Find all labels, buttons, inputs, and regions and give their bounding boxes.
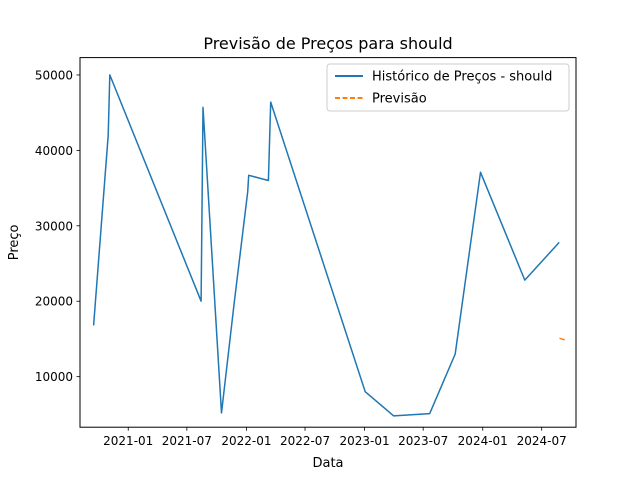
x-axis-label: Data bbox=[312, 456, 343, 471]
y-axis-ticks: 10000 20000 30000 40000 50000 bbox=[35, 68, 80, 384]
plot-lines bbox=[92, 74, 567, 417]
x-tick-label: 2022-07 bbox=[280, 434, 330, 448]
series-history-line bbox=[92, 74, 560, 417]
y-tick-label: 40000 bbox=[35, 144, 73, 158]
x-tick-label: 2023-07 bbox=[398, 434, 448, 448]
y-tick-label: 30000 bbox=[35, 219, 73, 233]
legend-label-history: Histórico de Preços - should bbox=[372, 70, 552, 85]
legend-box bbox=[326, 63, 570, 112]
x-tick-label: 2021-07 bbox=[162, 434, 212, 448]
x-tick-label: 2021-01 bbox=[103, 434, 153, 448]
chart-title: Previsão de Preços para should bbox=[203, 34, 452, 53]
y-axis-label: Preço bbox=[7, 224, 22, 260]
y-tick-label: 20000 bbox=[35, 295, 73, 309]
plot-frame bbox=[79, 57, 577, 428]
series-forecast-line bbox=[559, 337, 567, 342]
x-tick-label: 2024-01 bbox=[458, 434, 508, 448]
y-tick-label: 50000 bbox=[35, 68, 73, 82]
y-tick-label: 10000 bbox=[35, 370, 73, 384]
x-tick-label: 2022-01 bbox=[221, 434, 271, 448]
x-axis-ticks: 2021-01 2021-07 2022-01 2022-07 2023-01 2023-… bbox=[103, 427, 567, 448]
legend-label-forecast: Previsão bbox=[372, 92, 427, 107]
legend: Histórico de Preços - should Previsão bbox=[326, 63, 570, 112]
x-tick-label: 2024-07 bbox=[517, 434, 567, 448]
x-tick-label: 2023-01 bbox=[340, 434, 390, 448]
